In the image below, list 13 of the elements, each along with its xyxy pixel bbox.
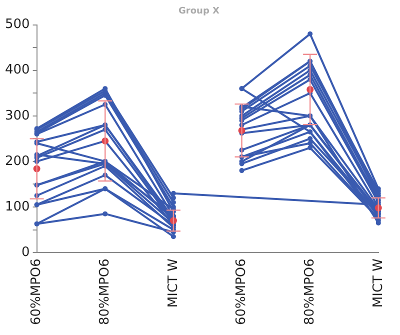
x-tick-label: 80%MPO6	[98, 258, 113, 326]
y-tick-label: 500	[4, 17, 30, 32]
x-tick-label: MICT W	[370, 258, 386, 308]
x-tick-label: 60%MPO6	[234, 258, 250, 326]
y-tick-label: 400	[4, 62, 30, 78]
y-tick-label: 100	[4, 199, 30, 214]
y-tick-label: 200	[4, 154, 30, 169]
chart-title: Group X	[178, 6, 220, 17]
y-tick-label: 0	[22, 244, 30, 260]
x-tick-label: 80%MPO6	[302, 258, 318, 326]
x-tick-label: MICT W	[166, 258, 181, 308]
y-tick-label: 300	[4, 108, 30, 124]
x-tick-label: 60%MPO6	[29, 258, 44, 326]
